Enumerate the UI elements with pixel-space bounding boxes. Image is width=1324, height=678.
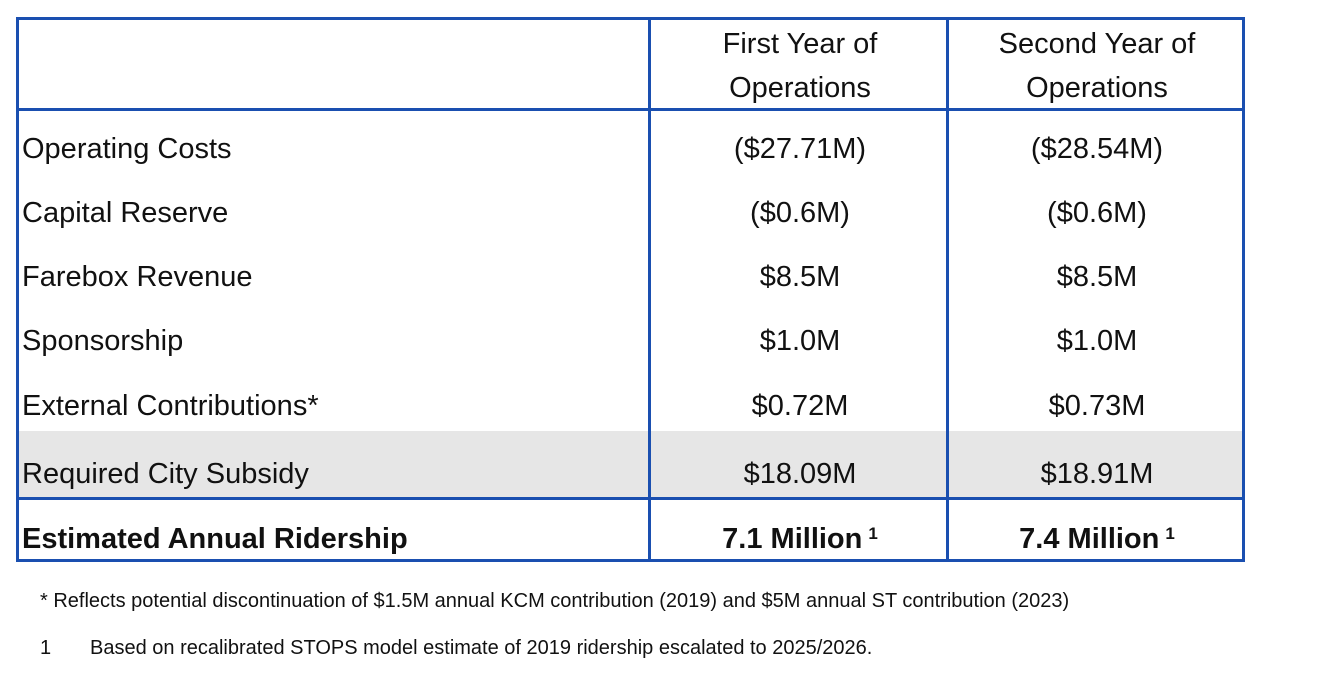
header-line: First Year of: [722, 28, 878, 60]
row-year2: $0.73M: [1048, 390, 1146, 422]
total-value: 7.4 Million: [1019, 523, 1160, 555]
row-label: External Contributions*: [22, 390, 319, 422]
footnote-one-marker: 1: [40, 637, 52, 659]
row-label: Capital Reserve: [22, 197, 229, 229]
total-label: Estimated Annual Ridership: [22, 523, 408, 555]
row-year1: $1.0M: [759, 325, 841, 357]
header-line: Operations: [729, 72, 871, 104]
row-year1: $0.72M: [751, 390, 849, 422]
header-second-year: Second Year of Operations: [949, 22, 1245, 110]
header-divider: [19, 108, 1242, 111]
row-label: Operating Costs: [22, 133, 232, 165]
header-line: Operations: [1026, 72, 1168, 104]
footnote-marker: 1: [868, 524, 878, 543]
column-divider-1: [648, 20, 651, 559]
total-year2: 7.4 Million 1: [949, 523, 1245, 556]
highlight-row-bg: [19, 431, 1242, 498]
column-divider-2: [946, 20, 949, 559]
row-year2: $1.0M: [1056, 325, 1138, 357]
footnote-one: Based on recalibrated STOPS model estima…: [90, 637, 873, 659]
footnote-marker: 1: [1165, 524, 1175, 543]
row-year1: $8.5M: [759, 261, 841, 293]
operating-budget-table: First Year of Operations Second Year of …: [16, 17, 1245, 562]
row-year1: ($27.71M): [733, 133, 867, 165]
row-label: Sponsorship: [22, 325, 184, 357]
total-divider: [19, 497, 1242, 500]
row-year2: $18.91M: [1040, 458, 1154, 490]
row-year2: ($0.6M): [1047, 197, 1147, 229]
row-year2: $8.5M: [1056, 261, 1138, 293]
row-year1: ($0.6M): [750, 197, 850, 229]
row-label: Farebox Revenue: [22, 261, 253, 293]
row-year2: ($28.54M): [1030, 133, 1164, 165]
footnote-star: * Reflects potential discontinuation of …: [40, 590, 1070, 612]
header-line: Second Year of: [998, 28, 1196, 60]
total-year1: 7.1 Million 1: [651, 523, 949, 556]
row-label: Required City Subsidy: [22, 458, 309, 490]
header-first-year: First Year of Operations: [651, 22, 949, 110]
total-value: 7.1 Million: [722, 523, 863, 555]
row-year1: $18.09M: [743, 458, 857, 490]
